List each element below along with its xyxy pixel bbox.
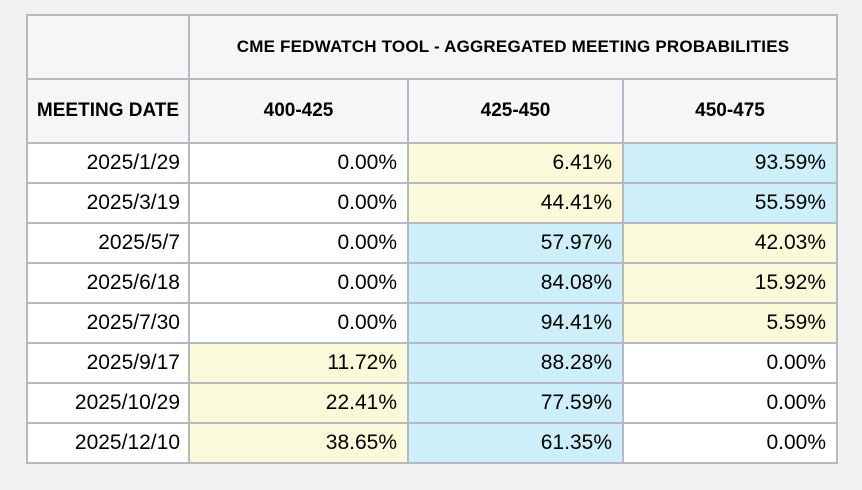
table-row: 2025/3/19 0.00% 44.41% 55.59% <box>26 182 839 224</box>
column-header-meeting-date: MEETING DATE <box>26 78 190 144</box>
probability-cell: 38.65% <box>188 422 409 464</box>
probability-cell: 0.00% <box>621 422 839 464</box>
meeting-date-cell: 2025/5/7 <box>26 222 190 264</box>
table-row: 2025/10/29 22.41% 77.59% 0.00% <box>26 382 839 424</box>
table-row: 2025/1/29 0.00% 6.41% 93.59% <box>26 142 839 184</box>
table-row: 2025/5/7 0.00% 57.97% 42.03% <box>26 222 839 264</box>
probability-cell: 77.59% <box>407 382 624 424</box>
title-row: CME FEDWATCH TOOL - AGGREGATED MEETING P… <box>26 14 839 80</box>
probability-cell: 55.59% <box>621 182 839 224</box>
probability-cell: 11.72% <box>188 342 409 384</box>
table-row: 2025/6/18 0.00% 84.08% 15.92% <box>26 262 839 304</box>
probability-cell: 0.00% <box>188 222 409 264</box>
probability-cell: 5.59% <box>621 302 839 344</box>
column-header-range-425-450: 425-450 <box>407 78 624 144</box>
probability-cell: 0.00% <box>188 262 409 304</box>
probability-cell: 6.41% <box>407 142 624 184</box>
probability-cell: 84.08% <box>407 262 624 304</box>
fedwatch-table-container: CME FEDWATCH TOOL - AGGREGATED MEETING P… <box>26 14 839 464</box>
table-row: 2025/7/30 0.00% 94.41% 5.59% <box>26 302 839 344</box>
probability-cell: 0.00% <box>188 142 409 184</box>
probability-cell: 57.97% <box>407 222 624 264</box>
probability-cell: 15.92% <box>621 262 839 304</box>
probability-cell: 61.35% <box>407 422 624 464</box>
probability-cell: 88.28% <box>407 342 624 384</box>
table-title: CME FEDWATCH TOOL - AGGREGATED MEETING P… <box>187 14 839 80</box>
probability-cell: 0.00% <box>188 182 409 224</box>
column-header-range-450-475: 450-475 <box>621 78 839 144</box>
corner-cell <box>26 14 190 80</box>
probability-cell: 0.00% <box>188 302 409 344</box>
probability-cell: 0.00% <box>621 342 839 384</box>
meeting-date-cell: 2025/3/19 <box>26 182 190 224</box>
meeting-date-cell: 2025/9/17 <box>26 342 190 384</box>
probability-cell: 0.00% <box>621 382 839 424</box>
meeting-date-cell: 2025/7/30 <box>26 302 190 344</box>
table-row: 2025/12/10 38.65% 61.35% 0.00% <box>26 422 839 464</box>
probability-cell: 44.41% <box>407 182 624 224</box>
probability-cell: 22.41% <box>188 382 409 424</box>
probability-cell: 94.41% <box>407 302 624 344</box>
meeting-date-cell: 2025/6/18 <box>26 262 190 304</box>
column-header-range-400-425: 400-425 <box>188 78 409 144</box>
probability-cell: 42.03% <box>621 222 839 264</box>
table-row: 2025/9/17 11.72% 88.28% 0.00% <box>26 342 839 384</box>
column-header-row: MEETING DATE 400-425 425-450 450-475 <box>26 78 839 144</box>
meeting-date-cell: 2025/10/29 <box>26 382 190 424</box>
meeting-date-cell: 2025/12/10 <box>26 422 190 464</box>
probability-cell: 93.59% <box>621 142 839 184</box>
fedwatch-table: CME FEDWATCH TOOL - AGGREGATED MEETING P… <box>26 14 839 464</box>
meeting-date-cell: 2025/1/29 <box>26 142 190 184</box>
